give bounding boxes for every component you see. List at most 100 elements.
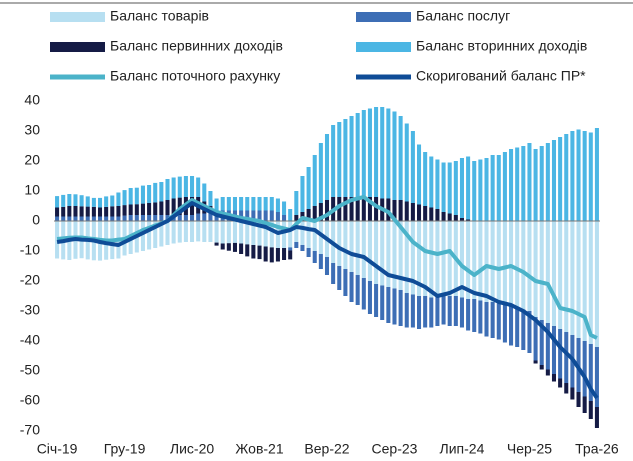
y-tick-label: 20	[24, 152, 40, 168]
x-tick-label: Тра-26	[575, 441, 619, 457]
bar	[275, 248, 280, 262]
bar	[128, 204, 133, 215]
bar	[447, 162, 452, 214]
x-tick-label: Жов-21	[235, 441, 283, 457]
bar	[153, 182, 158, 203]
bar	[594, 347, 599, 407]
bar	[245, 210, 250, 221]
bar	[447, 296, 452, 326]
bar	[429, 207, 434, 221]
bar	[134, 204, 139, 215]
bar	[73, 206, 78, 217]
x-tick-label: Чер-25	[507, 441, 552, 457]
bar	[490, 221, 495, 302]
legend-swatch	[356, 42, 411, 52]
bar	[551, 221, 557, 326]
bar	[85, 216, 90, 221]
bar	[110, 195, 115, 207]
bar	[423, 221, 428, 296]
bar	[337, 122, 342, 197]
x-tick-label: Лип-24	[440, 441, 485, 457]
bar	[416, 296, 422, 329]
bar	[306, 221, 311, 248]
bar	[490, 302, 495, 338]
bar	[263, 221, 268, 247]
bar	[502, 152, 507, 221]
bar	[416, 144, 422, 205]
bar	[232, 242, 238, 252]
bar	[539, 221, 544, 320]
bar	[594, 407, 599, 428]
bar	[214, 198, 219, 212]
bar	[527, 311, 532, 353]
bar	[380, 221, 385, 286]
bar	[282, 201, 287, 215]
bar	[110, 216, 115, 221]
bar	[343, 221, 348, 269]
bar	[196, 177, 201, 197]
bar	[588, 344, 593, 401]
legend-label: Баланс товарів	[110, 8, 209, 24]
bar	[183, 176, 188, 197]
bar	[153, 215, 158, 221]
bar	[509, 221, 514, 307]
bar	[269, 247, 274, 263]
bar	[576, 221, 581, 338]
y-tick-label: -60	[20, 392, 40, 408]
bar	[392, 200, 397, 221]
bar	[232, 197, 238, 211]
bar	[202, 221, 207, 242]
bar	[588, 401, 593, 419]
bar	[564, 332, 569, 383]
bar	[441, 162, 446, 212]
bar	[251, 221, 256, 245]
bar	[85, 196, 90, 207]
bar	[367, 281, 372, 314]
bar	[159, 182, 164, 202]
bar	[423, 152, 428, 206]
bar	[61, 216, 66, 221]
bar	[594, 128, 599, 221]
bar	[232, 221, 238, 243]
bar	[392, 221, 397, 289]
bar	[91, 216, 96, 221]
bar	[239, 243, 244, 254]
legend-label: Баланс вторинних доходів	[416, 38, 587, 54]
bar	[294, 221, 299, 242]
legend-swatch	[356, 12, 411, 22]
bar	[61, 194, 66, 207]
bar	[398, 200, 403, 221]
bar	[521, 309, 526, 350]
bar	[97, 216, 103, 221]
bar	[306, 209, 311, 221]
bar	[177, 215, 182, 221]
x-tick-label: Сер-23	[372, 441, 418, 457]
bar	[527, 143, 532, 221]
bar	[484, 302, 489, 337]
bar	[171, 198, 176, 215]
bar	[202, 213, 207, 221]
bar	[226, 221, 231, 244]
bar	[165, 221, 170, 245]
bar	[116, 192, 121, 206]
bar	[263, 210, 268, 221]
bar	[318, 254, 323, 269]
legend-swatch	[50, 42, 105, 52]
y-tick-label: -40	[20, 332, 40, 348]
bar	[404, 201, 409, 221]
bar	[134, 187, 139, 205]
bar	[104, 216, 109, 221]
bar	[582, 131, 587, 221]
bar	[558, 378, 563, 388]
bar	[551, 326, 557, 374]
bar	[190, 215, 195, 221]
bar	[410, 203, 415, 221]
bar	[515, 221, 520, 308]
bar	[478, 159, 483, 221]
bar	[226, 197, 231, 211]
bar	[551, 140, 557, 221]
bar	[564, 221, 569, 332]
bar	[324, 257, 330, 275]
bar	[67, 216, 72, 221]
bar	[165, 215, 170, 221]
